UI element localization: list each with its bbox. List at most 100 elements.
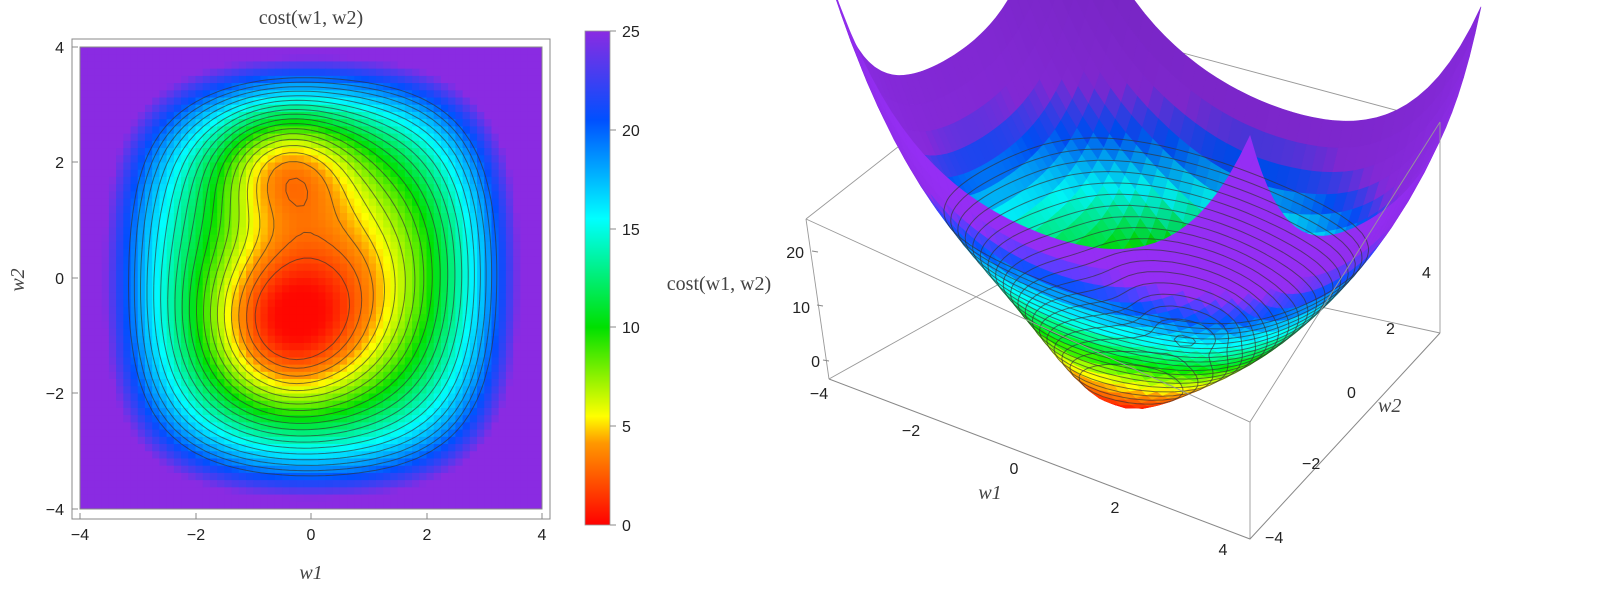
heat-cell [347,306,355,315]
heat-cell [80,465,88,474]
heat-cell [426,487,435,496]
heat-cell [520,472,529,481]
heat-cell [123,371,132,380]
heat-cell [469,169,478,178]
heat-cell [267,321,276,330]
heat-cell [108,335,117,344]
heat-cell [289,357,298,366]
heat-cell [209,321,218,330]
heat-cell [159,111,168,120]
heat-cell [116,213,124,221]
heat-cell [80,234,88,243]
heat-cell [534,83,542,91]
heat-cell [217,61,225,70]
heat-cell [498,429,507,438]
heat-cell [375,487,384,496]
heat-cell [426,133,435,142]
heat-cell [332,227,341,236]
heat-cell [238,451,247,460]
heat-cell [354,198,363,207]
heat-cell [296,47,305,55]
heat-cell [116,407,124,416]
heat-cell [332,480,341,488]
heat-cell [477,198,485,207]
heat-cell [498,119,507,128]
heat-cell [231,47,240,55]
heat-cell [498,292,507,301]
heat-cell [152,234,161,243]
heat-cell [513,444,521,452]
heat-cell [462,357,471,366]
heat-cell [282,393,290,402]
heat-cell [94,357,103,366]
heat-cell [462,61,471,70]
heat-cell [137,393,146,402]
heat-cell [426,342,435,351]
heat-cell [303,393,312,402]
heat-cell [246,68,254,77]
heat-cell [195,104,204,113]
heat-cell [202,364,211,373]
heat-cell [296,133,305,142]
heat-cell [123,220,132,229]
heat-cell [94,350,103,359]
heat-cell [462,90,471,99]
heat-cell [527,415,536,423]
heat-cell [404,148,413,156]
heat-cell [397,176,406,185]
heat-cell [181,227,189,236]
heat-cell [202,379,211,387]
heat-cell [296,321,305,330]
heat-cell [419,227,428,236]
heat-cell [296,75,305,84]
heat-cell [195,371,204,380]
heat-cell [375,97,384,106]
heat-cell [477,234,485,243]
heat-cell [87,213,96,221]
heat-cell [397,436,406,445]
heat-cell [116,472,124,481]
heat-cell [260,263,269,272]
heat-cell [462,465,471,474]
heat-cell [361,61,370,70]
heat-cell [188,213,197,221]
heat-cell [137,54,146,63]
heat-cell [188,357,197,366]
heat-cell [188,90,197,99]
heat-cell [469,140,478,149]
heat-cell [137,176,146,185]
heat-cell [513,75,521,84]
heat-cell [368,263,377,272]
contour-line [160,99,469,449]
heat-cell [253,306,262,315]
heat-cell [282,270,290,279]
heat-cell [390,47,399,55]
heat-cell [80,198,88,207]
heat-cell [426,328,435,337]
heat-cell [484,451,493,460]
heat-cell [267,191,276,200]
heat-cell [217,407,225,416]
heat-cell [282,306,290,315]
heat-cell [202,472,211,481]
heat-cell [260,249,269,257]
heat-cell [433,169,442,178]
heat-cell [188,256,197,265]
heat-cell [383,393,392,402]
heat-cell [195,169,204,178]
heat-cell [231,220,240,229]
heat-cell [433,148,442,156]
heat-cell [246,47,254,55]
heat-cell [440,61,449,70]
heat-cell [238,241,247,250]
heat-cell [368,256,377,265]
heat-cell [513,342,521,351]
heat-cell [469,321,478,330]
heat-cell [87,299,96,308]
heat-cell [339,292,348,301]
heat-cell [419,299,428,308]
heat-cell [361,47,370,55]
heat-cell [339,191,348,200]
heat-cell [469,451,478,460]
heat-cell [130,213,139,221]
